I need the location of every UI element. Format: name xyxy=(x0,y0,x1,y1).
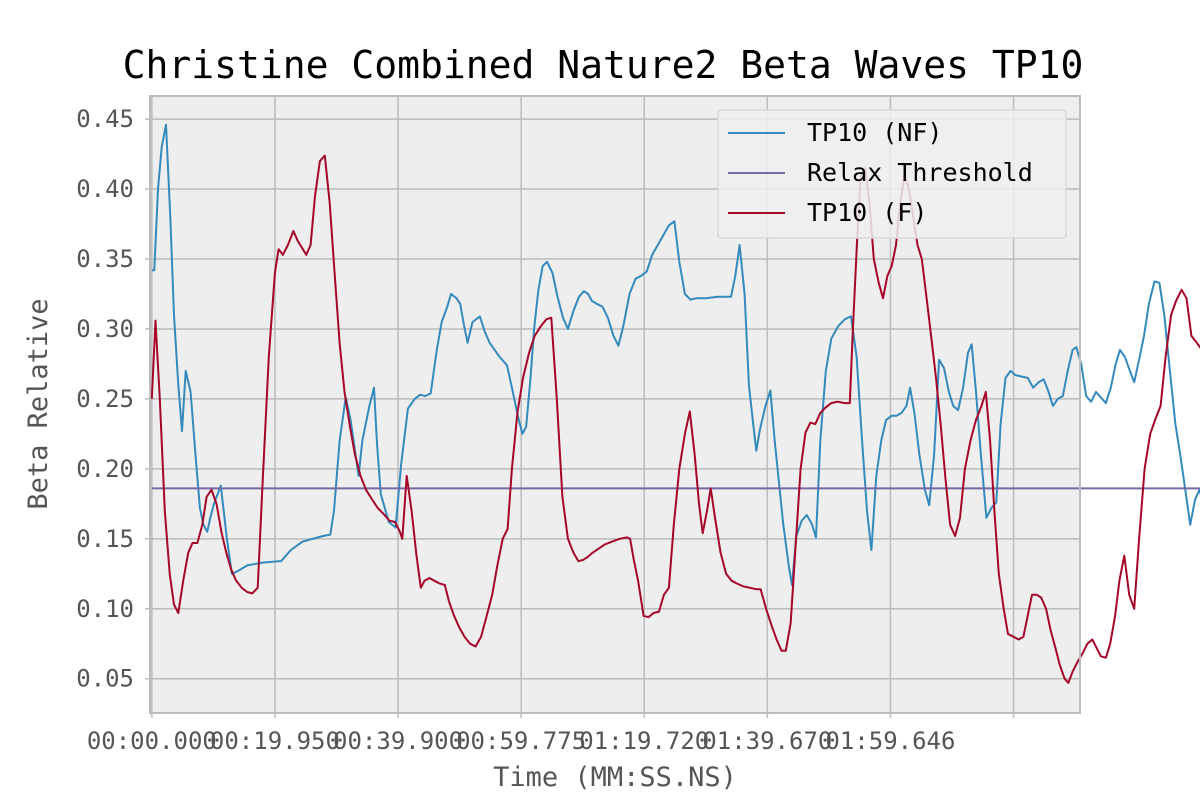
y-tick-label: 0.05 xyxy=(76,665,134,693)
legend-box xyxy=(717,109,1067,239)
legend-label: TP10 (F) xyxy=(807,198,927,227)
y-tick-label: 0.20 xyxy=(76,455,134,483)
x-tick-label: 01:39.670 xyxy=(702,727,832,755)
y-tick-label: 0.45 xyxy=(76,105,134,133)
y-tick-label: 0.15 xyxy=(76,525,134,553)
x-axis-label: Time (MM:SS.NS) xyxy=(493,762,737,793)
y-tick-label: 0.10 xyxy=(76,595,134,623)
x-tick-label: 00:39.900 xyxy=(333,727,463,755)
legend-label: TP10 (NF) xyxy=(807,118,942,147)
x-axis: 00:00.00000:19.95000:39.90000:59.77501:1… xyxy=(87,713,1015,755)
y-tick-label: 0.25 xyxy=(76,385,134,413)
legend-label: Relax Threshold xyxy=(807,158,1033,187)
x-tick-label: 01:59.646 xyxy=(825,727,955,755)
series-line-0 xyxy=(151,123,1200,586)
series-layer xyxy=(150,123,1200,684)
y-tick-label: 0.40 xyxy=(76,175,134,203)
series-line-2 xyxy=(150,154,1200,684)
x-tick-label: 01:19.720 xyxy=(579,727,709,755)
legend: TP10 (NF) Relax Threshold TP10 (F) xyxy=(717,109,1067,239)
x-tick-label: 00:00.000 xyxy=(87,727,217,755)
x-tick-label: 00:59.775 xyxy=(456,727,586,755)
x-tick-label: 00:19.950 xyxy=(210,727,340,755)
plot-frame xyxy=(149,95,1081,714)
y-tick-label: 0.30 xyxy=(76,315,134,343)
chart-title: Christine Combined Nature2 Beta Waves TP… xyxy=(123,43,1084,87)
y-tick-label: 0.35 xyxy=(76,245,134,273)
y-axis-label: Beta Relative xyxy=(23,298,54,509)
grid xyxy=(150,96,1080,713)
y-axis: 0.05 0.10 0.15 0.20 0.25 0.30 0.35 0.40 0.45 xyxy=(76,105,150,693)
